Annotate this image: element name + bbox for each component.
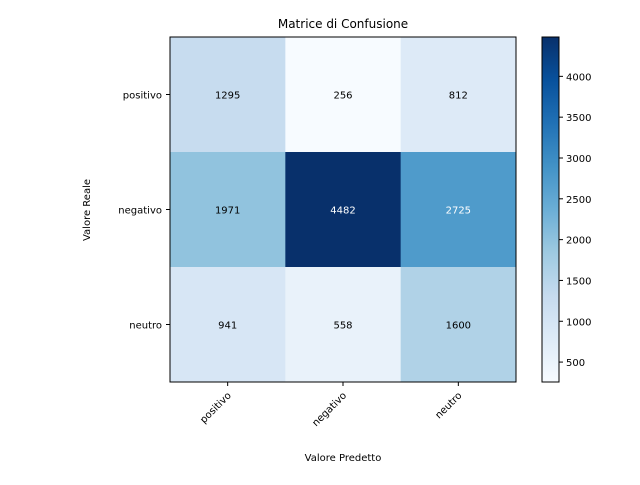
heatmap-cell [170, 37, 286, 153]
cell-value-label: 4482 [330, 206, 355, 217]
cell-value-labels: 1295 256 812 1971 4482 2725 941 558 1600 [215, 91, 471, 332]
colorbar-tick-label: 1500 [566, 276, 591, 287]
x-tick-label: neutro [434, 390, 465, 421]
cell-value-label: 1295 [215, 91, 240, 102]
x-tick-label: negativo [310, 390, 349, 429]
cell-value-label: 558 [333, 321, 352, 332]
y-tick-label: negativo [118, 206, 162, 217]
plot-frame [169, 36, 517, 383]
colorbar-tick-label: 500 [566, 358, 585, 369]
cell-value-label: 2725 [446, 206, 471, 217]
colorbar-tick-label: 3000 [566, 154, 591, 165]
colorbar-tick-label: 2500 [566, 195, 591, 206]
cell-value-label: 812 [449, 91, 468, 102]
cell-value-label: 256 [333, 91, 352, 102]
heatmap-cell [400, 152, 517, 268]
x-tick-label: positivo [198, 390, 233, 425]
heatmap-cell [285, 267, 402, 383]
colorbar-gradient [541, 36, 560, 383]
y-tick-label: positivo [123, 91, 162, 102]
heatmap-cell [285, 37, 402, 153]
cell-value-label: 941 [218, 321, 237, 332]
colorbar-tick-label: 3500 [566, 113, 591, 124]
x-axis-ticks: positivo negativo neutro [198, 382, 464, 429]
colorbar: 500 1000 1500 2000 2500 3000 3500 4000 [541, 36, 591, 383]
y-axis-ticks: positivo negativo neutro [118, 91, 170, 332]
x-axis-label: Valore Predetto [305, 453, 382, 464]
colorbar-tick-label: 1000 [566, 317, 591, 328]
y-tick-label: neutro [129, 321, 162, 332]
y-axis-label: Valore Reale [82, 179, 93, 241]
heatmap-cell [400, 267, 517, 383]
heatmap-cell [285, 152, 402, 268]
heatmap-cell [170, 152, 286, 268]
heatmap-cell [400, 37, 517, 153]
heatmap-cell [170, 267, 286, 383]
colorbar-tick-label: 2000 [566, 236, 591, 247]
chart-title: Matrice di Confusione [278, 17, 408, 31]
heatmap-cells [170, 37, 517, 383]
colorbar-tick-label: 4000 [566, 72, 591, 83]
cell-value-label: 1971 [215, 206, 240, 217]
cell-value-label: 1600 [446, 321, 471, 332]
